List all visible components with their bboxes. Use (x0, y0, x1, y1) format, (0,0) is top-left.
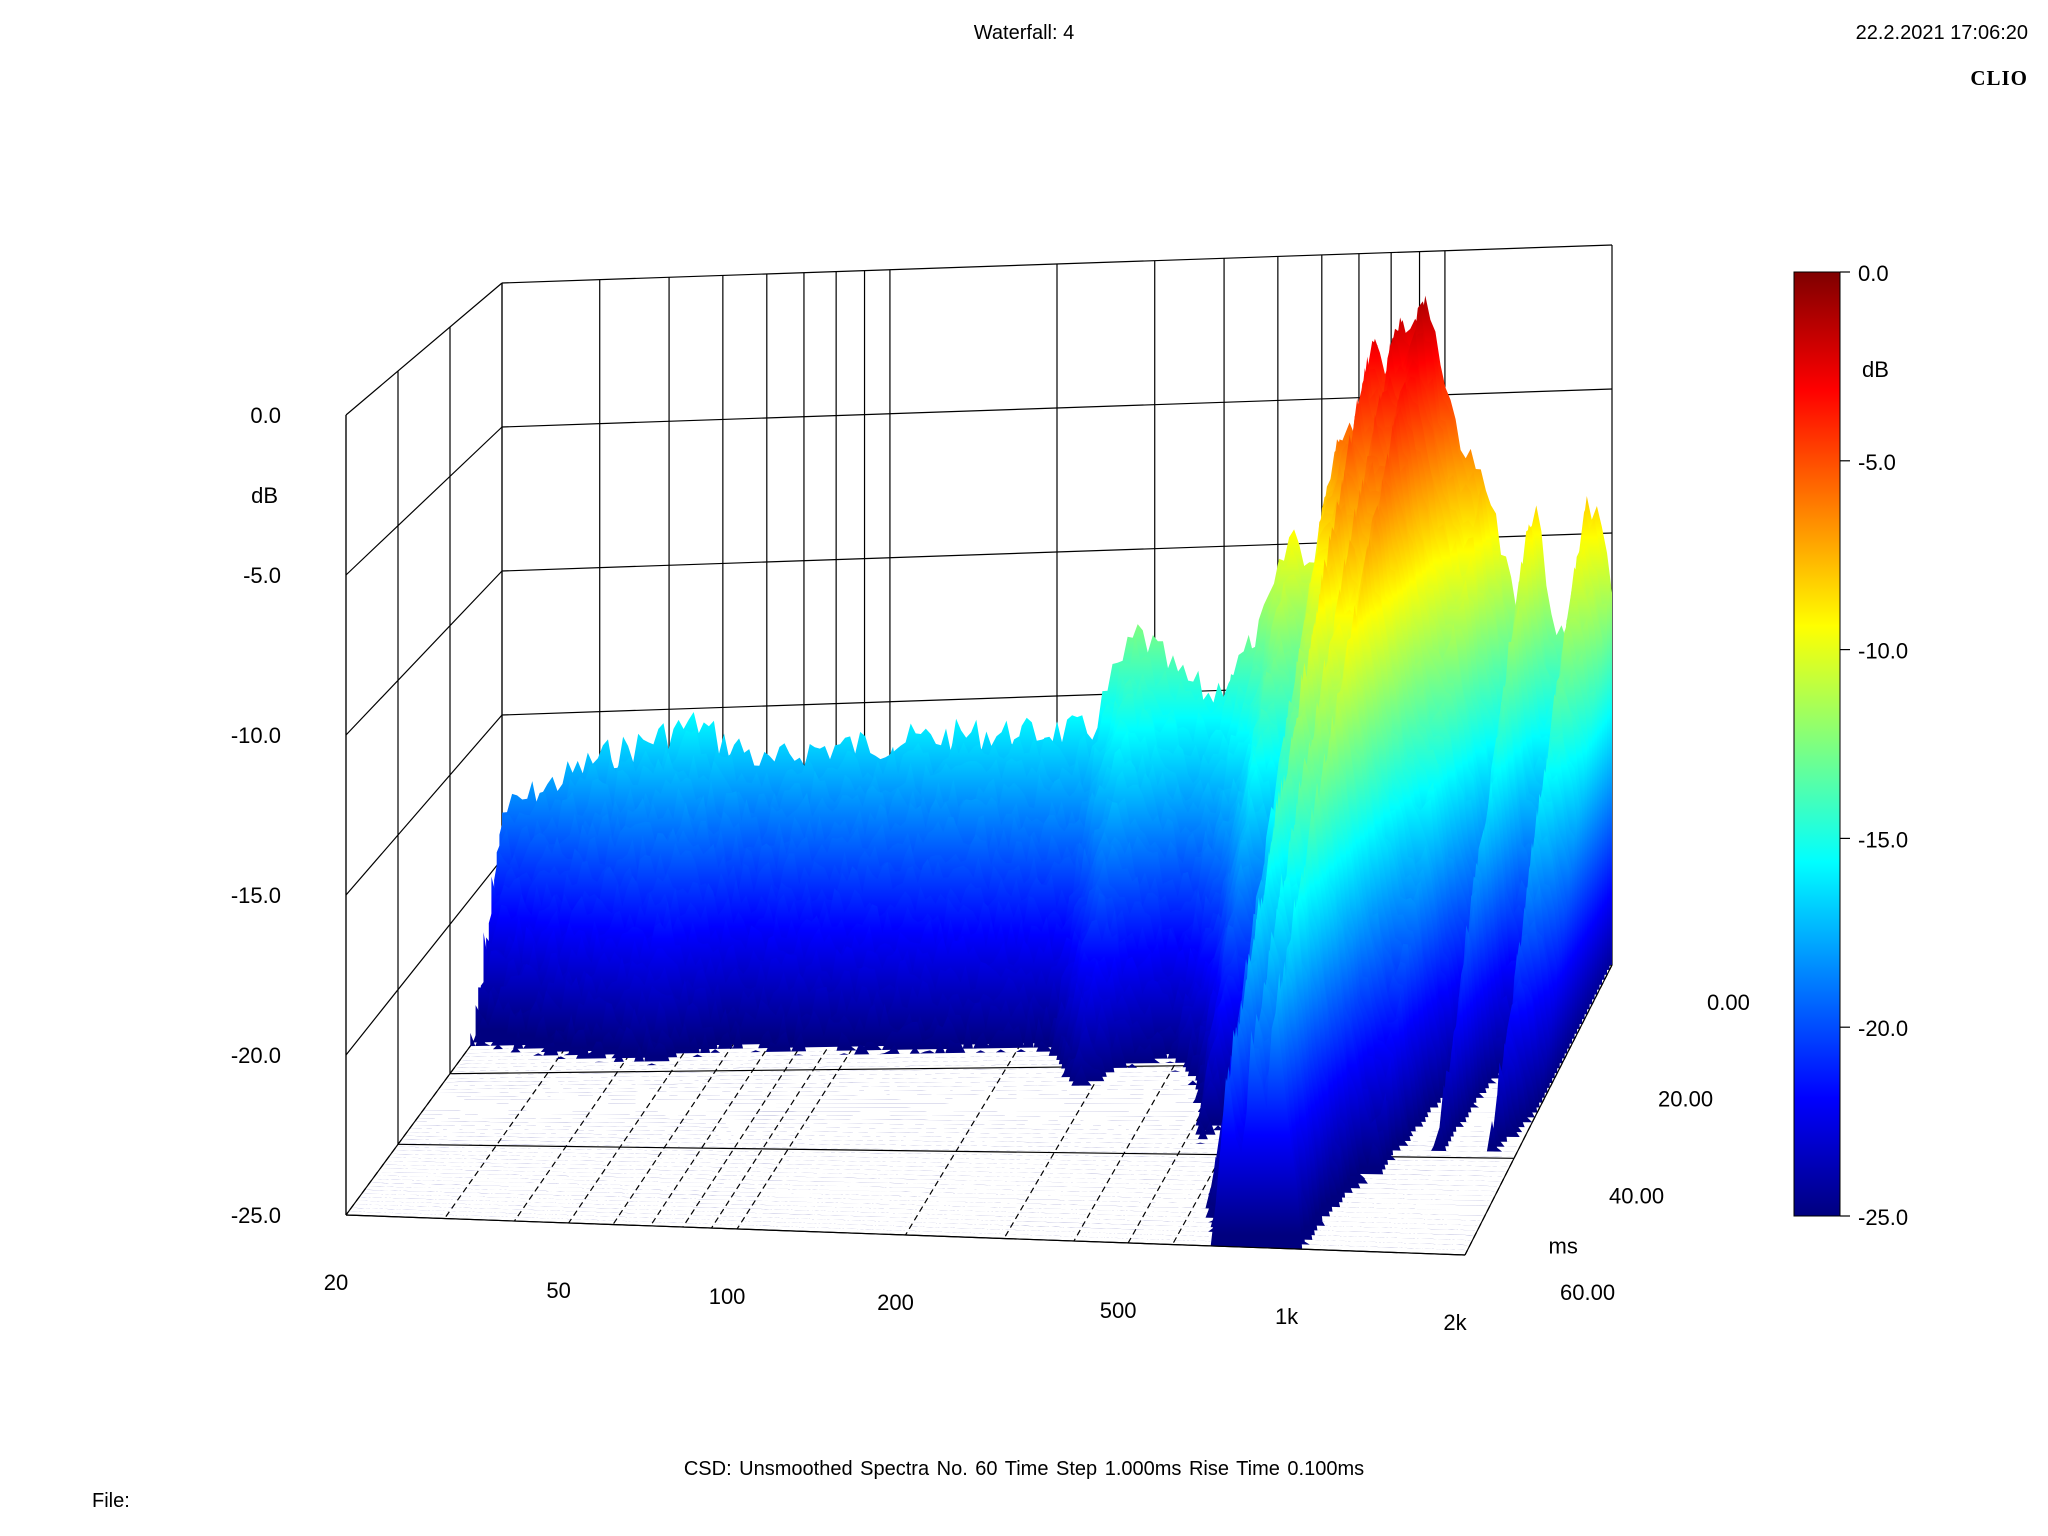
colorbar-tick-label: -5.0 (1858, 450, 1896, 475)
frequency-tick-label: 500 (1100, 1298, 1137, 1323)
db-tick-label: -25.0 (231, 1203, 281, 1228)
colorbar-tick-label: -10.0 (1858, 639, 1908, 664)
db-tick-label: -20.0 (231, 1043, 281, 1068)
waterfall-surface (346, 295, 1612, 1255)
colorbar-unit-label: dB (1862, 357, 1889, 382)
left-wall-db-line (345, 282, 503, 416)
colorbar: 0.0 -5.0 -10.0 -15.0 -20.0 -25.0 dB (1793, 261, 1908, 1230)
csd-settings-text: CSD: Unsmoothed Spectra No. 60 Time Step… (683, 1458, 1365, 1480)
colorbar-tick-label: -20.0 (1858, 1016, 1908, 1041)
colorbar-gradient-bar (1793, 271, 1841, 1217)
time-tick-label: 0.00 (1707, 990, 1750, 1015)
db-unit-label: dB (251, 483, 278, 508)
right-bottom-edge (1464, 964, 1613, 1256)
chart-title: Waterfall: 4 (973, 22, 1075, 44)
colorbar-tick-label: -25.0 (1858, 1205, 1908, 1230)
brand-logo: CLIO (1970, 66, 2028, 90)
db-tick-label: -15.0 (231, 883, 281, 908)
front-grid-layer (345, 415, 1613, 1256)
db-tick-label: -5.0 (243, 563, 281, 588)
colorbar-tick-label: 0.0 (1858, 261, 1889, 286)
time-tick-label: 60.00 (1560, 1280, 1615, 1305)
frequency-tick-label: 20 (324, 1270, 348, 1295)
floor-freq-line (904, 983, 1058, 1236)
measurement-timestamp: 22.2.2021 17:06:20 (1855, 22, 2028, 44)
frequency-tick-label: 2k (1443, 1310, 1467, 1335)
frequency-tick-label: 200 (877, 1290, 914, 1315)
db-tick-label: 0.0 (250, 403, 281, 428)
floor-freq-line (682, 991, 837, 1228)
db-tick-label: -10.0 (231, 723, 281, 748)
left-wall-db-line (345, 714, 503, 896)
axis-labels: 0.0 -5.0 -10.0 -15.0 -20.0 -25.0 dB 20 50 100 200 5… (231, 403, 1750, 1335)
left-wall-db-line (345, 426, 503, 576)
time-unit-label: ms (1549, 1234, 1578, 1259)
colorbar-tick-label: -15.0 (1858, 827, 1908, 852)
front-bottom-edge (345, 1214, 1466, 1256)
time-tick-label: 20.00 (1658, 1087, 1713, 1112)
left-wall-db-line (345, 858, 503, 1056)
floor-freq-line (649, 992, 805, 1227)
floor-freq-line (736, 989, 891, 1230)
frequency-tick-label: 100 (709, 1284, 746, 1309)
file-label: File: (92, 1490, 130, 1512)
floor-freq-line (612, 993, 768, 1225)
time-tick-label: 40.00 (1609, 1183, 1664, 1208)
left-wall-db-line (345, 570, 503, 736)
frequency-tick-label: 1k (1275, 1304, 1299, 1329)
floor-freq-line (710, 990, 866, 1229)
frequency-tick-label: 50 (546, 1278, 570, 1303)
